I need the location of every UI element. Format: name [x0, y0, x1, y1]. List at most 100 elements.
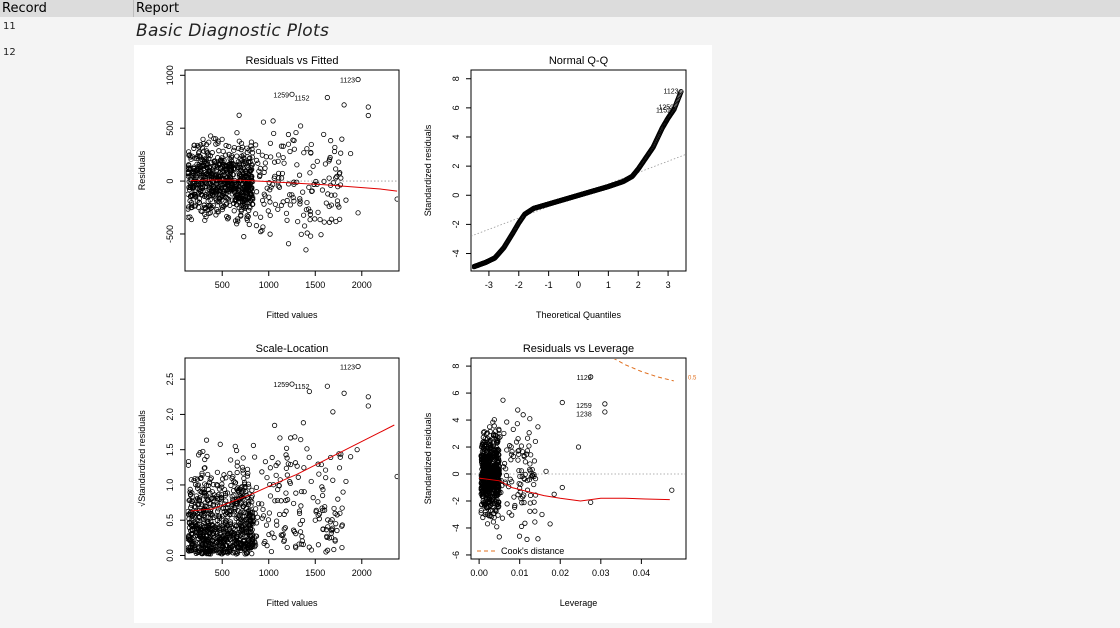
data-point: [262, 459, 269, 465]
data-point: [221, 508, 227, 515]
x-tick-label: 0.01: [511, 568, 529, 578]
data-point: [244, 473, 251, 479]
data-point: [527, 416, 533, 422]
data-point: [201, 163, 207, 169]
plot-data-area: [186, 76, 398, 253]
data-point: [304, 146, 310, 152]
x-tick-label: -1: [545, 280, 553, 290]
data-point: [268, 548, 275, 555]
data-point: [206, 479, 213, 486]
x-tick-label: -3: [485, 280, 493, 290]
data-point: [206, 155, 212, 162]
data-point: [275, 158, 281, 164]
data-point: [218, 176, 225, 183]
data-point: [241, 475, 247, 482]
data-point: [214, 164, 221, 170]
data-point: [234, 463, 240, 469]
data-point: [322, 467, 329, 473]
data-point: [205, 471, 211, 478]
data-point: [259, 515, 265, 521]
data-point: [287, 148, 293, 155]
data-point: [223, 518, 229, 524]
data-point: [308, 478, 314, 485]
data-point: [479, 482, 485, 488]
data-point: [512, 502, 518, 509]
data-point: [223, 498, 229, 504]
data-point: [355, 363, 361, 370]
data-point: [486, 480, 492, 486]
data-point: [503, 472, 510, 479]
data-point: [322, 161, 329, 167]
data-point: [338, 150, 344, 156]
data-point: [259, 227, 265, 234]
data-point: [214, 209, 220, 215]
data-point: [230, 532, 236, 539]
data-point: [504, 447, 510, 453]
data-point: [309, 188, 315, 194]
data-point: [231, 147, 237, 153]
plot-data-area: [472, 359, 685, 542]
data-point: [241, 234, 247, 240]
data-point: [494, 437, 501, 443]
data-point: [213, 212, 219, 218]
data-point: [483, 456, 489, 462]
plot-panel: Residuals vs Leverage Leverage Standardize…: [423, 343, 697, 608]
data-point: [483, 494, 489, 500]
data-point: [239, 144, 246, 150]
y-tick-label: 4: [451, 134, 461, 139]
data-point: [249, 150, 256, 156]
data-point: [247, 181, 253, 187]
data-point: [186, 511, 192, 518]
data-point: [247, 167, 253, 174]
y-tick-label: 0.0: [165, 549, 175, 562]
data-point: [232, 499, 239, 505]
plot-title: Normal Q-Q: [549, 55, 609, 67]
data-point: [307, 208, 313, 215]
data-point: [240, 455, 246, 461]
data-point: [225, 514, 231, 520]
data-point: [678, 89, 684, 95]
data-point: [602, 401, 608, 407]
point-label: 1123: [663, 88, 678, 95]
data-point: [186, 214, 191, 220]
data-point: [253, 142, 259, 148]
data-point: [320, 526, 326, 532]
data-point: [520, 412, 526, 418]
data-point: [285, 141, 292, 147]
diagnostic-plots-svg: Residuals vs Fitted Fitted values Residual…: [137, 55, 697, 608]
data-point: [288, 435, 294, 441]
data-point: [283, 210, 290, 216]
data-point: [195, 544, 201, 550]
data-point: [284, 472, 290, 478]
data-point: [219, 158, 225, 164]
data-point: [200, 140, 207, 147]
point-label: 1123: [577, 375, 592, 382]
data-point: [322, 504, 328, 510]
data-point: [245, 481, 252, 487]
data-point: [262, 160, 268, 166]
data-point: [524, 435, 531, 441]
data-point: [244, 466, 251, 472]
data-point: [284, 544, 290, 551]
data-point: [518, 481, 524, 487]
data-point: [186, 191, 191, 197]
x-tick-label: 1500: [305, 280, 325, 290]
data-point: [310, 163, 316, 169]
report-column-header[interactable]: Report: [136, 1, 180, 16]
data-point: [226, 143, 232, 149]
data-point: [234, 130, 240, 136]
point-label: 1259: [273, 382, 289, 389]
data-point: [235, 487, 241, 494]
data-point: [231, 509, 238, 515]
data-point: [301, 489, 307, 495]
y-tick-label: 6: [451, 105, 461, 110]
record-column-header[interactable]: Record: [2, 1, 47, 16]
data-point: [292, 434, 298, 440]
data-point: [234, 153, 240, 159]
data-point: [193, 493, 199, 499]
data-point: [221, 172, 227, 178]
data-point: [222, 525, 228, 531]
data-point: [279, 532, 285, 539]
data-point: [195, 150, 202, 156]
data-point: [219, 197, 225, 203]
